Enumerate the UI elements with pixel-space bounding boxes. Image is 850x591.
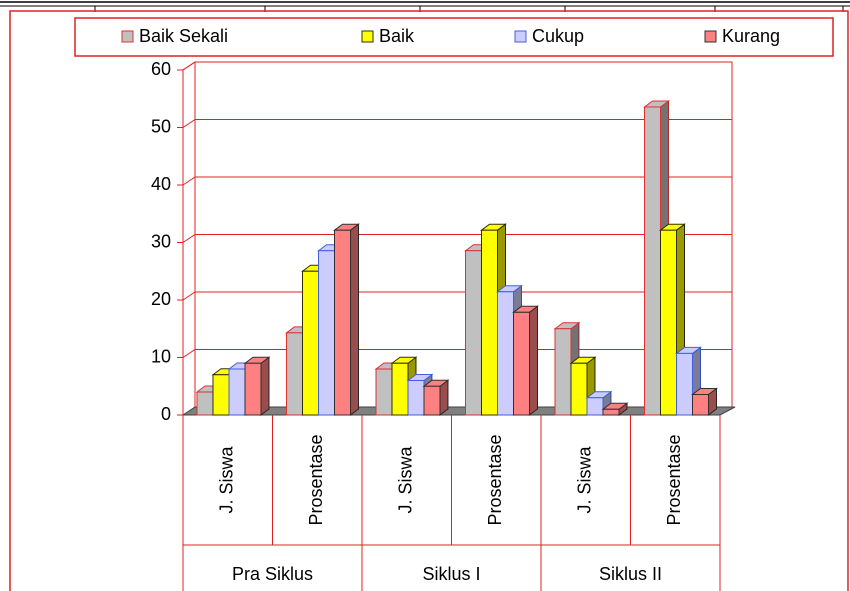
legend-swatch [704,30,717,43]
group-label: Siklus II [599,564,662,584]
chart-area [9,10,849,591]
bar [513,311,530,416]
bar [586,397,604,416]
grid-line [182,349,196,358]
bar [660,229,677,416]
grid-line [182,61,196,71]
bar-side-shade [708,388,717,415]
legend-swatch [121,30,134,43]
legend-label: Baik [379,26,415,46]
bar [554,328,572,416]
legend-label: Cukup [532,26,584,46]
bar-side-shade [261,357,269,415]
bar [676,352,693,416]
bar [570,362,588,416]
group-label: Pra Siklus [232,564,313,584]
legend-label: Kurang [722,26,780,46]
bar [407,380,425,416]
y-tick-label: 50 [151,116,171,136]
y-tick-label: 20 [151,289,171,309]
bar [302,270,319,416]
bar [497,291,514,416]
x-tick-label: Prosentase [664,434,684,525]
grid-line [182,176,196,186]
bar [318,250,335,416]
bar [196,391,214,416]
bar [602,408,620,416]
legend-swatch [514,30,527,43]
grid-line [182,119,196,128]
x-tick-label: J. Siswa [575,446,595,514]
bar [391,362,409,416]
x-tick-label: J. Siswa [217,446,237,514]
x-tick-label: Prosentase [485,434,505,525]
y-tick-label: 60 [151,59,171,79]
bar [334,229,351,416]
bar [286,332,303,416]
legend-label: Baik Sekali [139,26,228,46]
bar [644,106,661,416]
x-tick-label: Prosentase [306,434,326,525]
bar [375,368,393,416]
y-tick-label: 40 [151,174,171,194]
group-label: Siklus I [422,564,480,584]
y-tick-label: 10 [151,346,171,366]
bar [244,362,262,416]
table-dividers [94,6,844,12]
bar [465,250,482,416]
y-tick-label: 30 [151,231,171,251]
bar [692,393,709,416]
bar-side-shade [619,403,627,415]
bar [481,229,498,416]
grid-line [182,291,196,301]
bar [212,374,230,416]
x-tick-label: J. Siswa [396,446,416,514]
bar [423,385,441,416]
y-tick-label: 0 [161,404,171,424]
bar [228,368,246,416]
grid-line [182,234,196,243]
legend-swatch [361,30,374,43]
bar-side-shade [350,224,359,415]
bar-side-shade [529,306,538,415]
bar-side-shade [440,380,448,415]
